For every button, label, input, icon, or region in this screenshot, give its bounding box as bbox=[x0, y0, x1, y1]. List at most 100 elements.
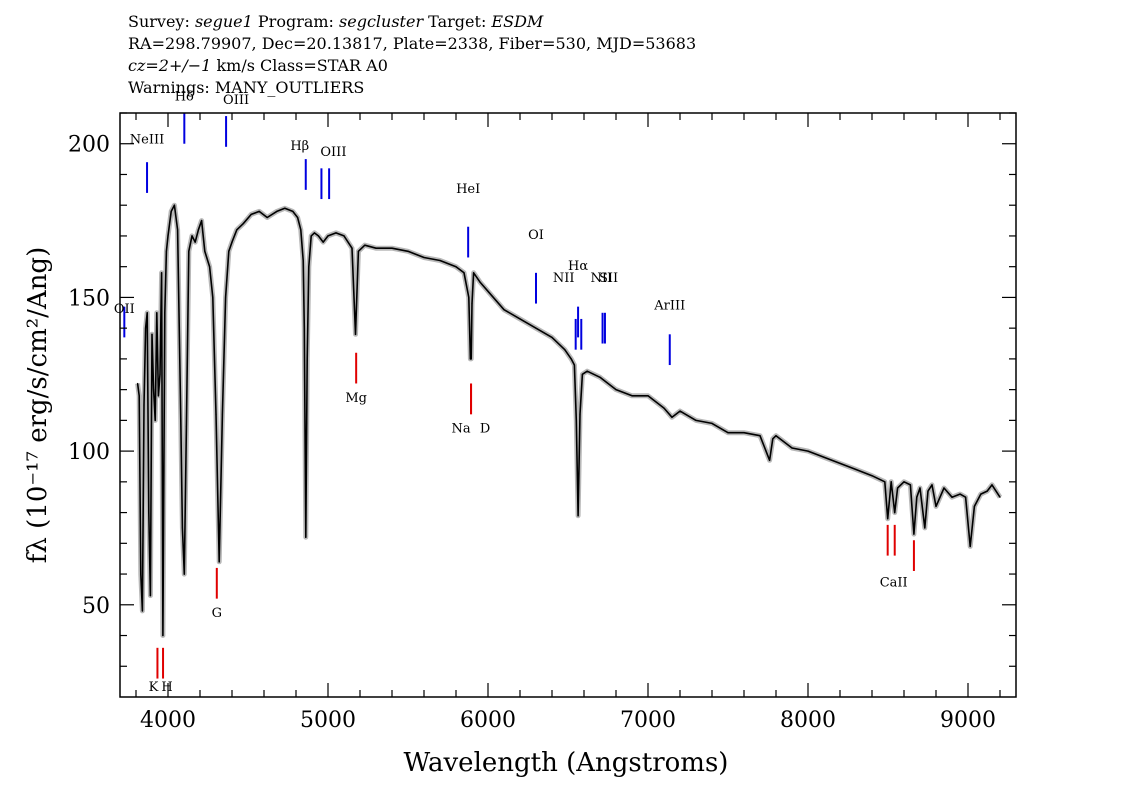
data-point bbox=[823, 456, 825, 458]
header-line-redshift: cz=2+/−1 km/s Class=STAR A0 bbox=[128, 55, 696, 77]
spectral-line-label: Hδ bbox=[175, 90, 194, 105]
data-point bbox=[302, 259, 304, 262]
spectral-line-label: HeI bbox=[456, 182, 480, 197]
data-point bbox=[188, 250, 190, 252]
data-point bbox=[871, 475, 873, 477]
data-point bbox=[173, 204, 175, 206]
survey-label: Survey: bbox=[128, 12, 195, 31]
y-tick-label: 100 bbox=[68, 440, 110, 465]
data-point bbox=[236, 229, 238, 231]
data-point bbox=[310, 235, 312, 237]
data-point bbox=[322, 241, 324, 243]
series-line bbox=[136, 204, 1001, 637]
data-point bbox=[586, 370, 588, 372]
data-point bbox=[999, 496, 1001, 498]
data-point bbox=[631, 395, 633, 397]
header-line-warnings: Warnings: MANY_OUTLIERS bbox=[128, 78, 365, 97]
data-point bbox=[663, 407, 665, 409]
data-point bbox=[141, 610, 143, 612]
data-point bbox=[375, 247, 377, 249]
data-point bbox=[986, 490, 988, 492]
axes-layer: 4000 5000 6000 7000 8000 9000 50 100 150 200 bbox=[68, 112, 1017, 733]
data-point bbox=[807, 450, 809, 452]
x-tick-label: 4000 bbox=[140, 708, 196, 733]
spectral-line-label: G bbox=[212, 606, 222, 621]
data-point bbox=[468, 296, 470, 298]
y-tick-label: 200 bbox=[68, 133, 110, 158]
data-point bbox=[980, 493, 982, 495]
data-point bbox=[305, 536, 307, 538]
data-point bbox=[292, 210, 294, 212]
spectral-line-label: SII bbox=[599, 271, 618, 286]
target-value: ESDM bbox=[491, 12, 544, 31]
data-point bbox=[927, 490, 929, 492]
data-point bbox=[197, 229, 199, 231]
data-point bbox=[231, 241, 233, 243]
data-point bbox=[579, 413, 581, 415]
data-point bbox=[156, 312, 158, 314]
data-point bbox=[671, 416, 673, 418]
data-point bbox=[266, 216, 268, 219]
data-point bbox=[143, 404, 145, 406]
data-point bbox=[297, 216, 299, 219]
x-tick-label: 9000 bbox=[940, 708, 996, 733]
class-value: km/s Class=STAR A0 bbox=[211, 56, 388, 75]
series-layer bbox=[135, 202, 1003, 638]
data-point bbox=[300, 229, 302, 231]
data-point bbox=[145, 327, 147, 329]
y-tick-label: 150 bbox=[68, 286, 110, 311]
data-point bbox=[343, 235, 345, 237]
data-point bbox=[470, 358, 472, 360]
data-point bbox=[157, 395, 159, 397]
data-point bbox=[884, 481, 886, 483]
data-point bbox=[242, 223, 244, 225]
program-value: segcluster bbox=[339, 12, 424, 31]
data-point bbox=[951, 496, 953, 498]
data-point bbox=[471, 303, 473, 305]
data-point bbox=[177, 229, 179, 231]
data-point bbox=[581, 373, 584, 375]
data-point bbox=[791, 447, 793, 449]
data-point bbox=[284, 207, 286, 209]
data-point bbox=[909, 484, 912, 486]
data-point bbox=[154, 419, 156, 421]
survey-value: segue1 bbox=[194, 12, 253, 31]
data-point bbox=[943, 487, 945, 489]
data-point bbox=[919, 487, 921, 489]
data-point bbox=[679, 410, 681, 412]
data-point bbox=[839, 462, 841, 464]
data-point bbox=[551, 336, 553, 338]
redshift-value: cz=2+/−1 bbox=[128, 56, 212, 75]
data-point bbox=[162, 634, 164, 637]
data-point bbox=[769, 459, 771, 461]
y-tick-label: 50 bbox=[82, 594, 110, 619]
data-point bbox=[313, 232, 315, 234]
data-point bbox=[577, 515, 579, 517]
data-point bbox=[473, 272, 475, 274]
data-point bbox=[647, 395, 649, 397]
spectral-line-label: NeIII bbox=[130, 133, 164, 148]
data-point bbox=[161, 272, 163, 274]
data-point bbox=[164, 312, 166, 314]
data-point bbox=[183, 573, 185, 575]
spectral-line-label: D bbox=[480, 422, 490, 437]
data-point bbox=[354, 333, 357, 335]
spectral-line-label: K bbox=[149, 680, 159, 695]
data-point bbox=[599, 376, 601, 378]
data-point bbox=[743, 432, 745, 434]
data-point bbox=[935, 505, 937, 507]
spectrum-header: Survey: segue1 Program: segcluster Targe… bbox=[128, 11, 696, 99]
data-point bbox=[201, 220, 203, 222]
data-point bbox=[924, 527, 926, 529]
x-axis-label: Wavelength (Angstroms) bbox=[404, 748, 729, 778]
data-point bbox=[973, 505, 976, 507]
spectral-line-label: NII bbox=[590, 271, 612, 286]
data-point bbox=[149, 595, 151, 597]
data-point bbox=[535, 327, 537, 329]
x-tick-label: 5000 bbox=[300, 708, 356, 733]
header-line-coordinates: RA=298.79907, Dec=20.13817, Plate=2338, … bbox=[128, 34, 697, 53]
spectral-line-label: OII bbox=[114, 302, 135, 317]
spectral-line-label: H bbox=[161, 680, 172, 695]
data-point bbox=[455, 266, 457, 268]
